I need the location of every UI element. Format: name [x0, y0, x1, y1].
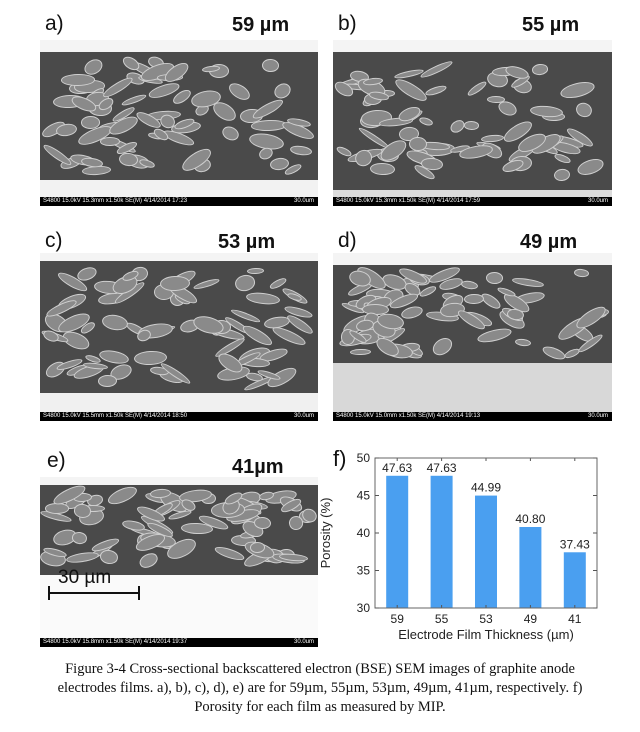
- sem-info-bar: S4800 15.0kV 15.8mm x1.50k SE(M) 4/14/20…: [40, 638, 318, 647]
- panel-label: e): [47, 449, 66, 472]
- sem-info-bar: S4800 15.0kV 15.0mm x1.50k SE(M) 4/14/20…: [333, 412, 612, 421]
- y-tick-label: 30: [357, 601, 371, 615]
- sem-scale-text: 30.0um: [293, 413, 314, 419]
- scale-bar: [48, 586, 140, 600]
- sem-image: S4800 15.0kV 15.0mm x1.50k SE(M) 4/14/20…: [333, 253, 612, 421]
- sem-scale-text: 30.0um: [293, 639, 314, 645]
- sem-scale-text: 30.0um: [587, 198, 608, 204]
- sem-info-text: S4800 15.0kV 15.0mm x1.50k SE(M) 4/14/20…: [336, 413, 481, 419]
- sem-info-text: S4800 15.0kV 15.8mm x1.50k SE(M) 4/14/20…: [43, 639, 188, 645]
- thickness-label: 53 µm: [218, 231, 276, 253]
- x-tick-label: 41: [568, 612, 582, 626]
- sem-info-bar: S4800 15.0kV 15.5mm x1.50k SE(M) 4/14/20…: [40, 412, 318, 421]
- caption-line: Porosity for each film as measured by MI…: [194, 699, 446, 715]
- scale-bar-label: 30 µm: [58, 567, 112, 588]
- sem-scale-text: 30.0um: [293, 198, 314, 204]
- thickness-label: 59 µm: [232, 14, 290, 36]
- figure-caption: Figure 3-4 Cross-sectional backscattered…: [20, 660, 620, 717]
- x-axis-label: Electrode Film Thickness (µm): [398, 627, 574, 642]
- data-label: 47.63: [382, 461, 412, 475]
- bar: [475, 495, 497, 608]
- panel-label: a): [45, 12, 64, 35]
- sem-info-text: S4800 15.0kV 15.5mm x1.50k SE(M) 4/14/20…: [43, 413, 188, 419]
- panel-label-f: f): [333, 446, 347, 471]
- data-label: 40.80: [515, 512, 545, 526]
- sem-image: S4800 15.0kV 15.5mm x1.50k SE(M) 4/14/20…: [40, 253, 318, 421]
- data-label: 47.63: [427, 461, 457, 475]
- bar: [430, 475, 453, 608]
- panel-label: b): [338, 12, 357, 35]
- sem-scale-text: 30.0um: [587, 413, 608, 419]
- y-axis-label: Porosity (%): [318, 498, 333, 569]
- thickness-label: 41µm: [232, 456, 284, 478]
- sem-info-bar: S4800 15.0kV 15.3mm x1.50k SE(M) 4/14/20…: [40, 197, 318, 206]
- data-label: 44.99: [471, 481, 501, 495]
- y-tick-label: 40: [357, 526, 371, 540]
- x-tick-label: 59: [391, 612, 405, 626]
- caption-line: electrodes films. a), b), c), d), e) are…: [57, 680, 583, 696]
- x-tick-label: 55: [435, 612, 449, 626]
- data-label: 37.43: [560, 537, 590, 551]
- y-tick-label: 35: [357, 564, 371, 578]
- sem-info-text: S4800 15.0kV 15.3mm x1.50k SE(M) 4/14/20…: [336, 198, 481, 204]
- thickness-label: 49 µm: [520, 231, 578, 253]
- panel-label: c): [45, 229, 63, 252]
- porosity-bar-chart: 47.63 59 47.63 55 44.99 53 40.80 49 37.43 41 30 35 4…: [318, 451, 598, 642]
- sem-image: S4800 15.0kV 15.8mm x1.50k SE(M) 4/14/20…: [40, 477, 318, 647]
- graphite-particle: [60, 73, 95, 86]
- bar: [386, 475, 409, 608]
- caption-line: Figure 3-4 Cross-sectional backscattered…: [65, 661, 575, 677]
- panel-label: d): [338, 229, 357, 252]
- bar: [519, 527, 542, 608]
- x-tick-label: 53: [479, 612, 493, 626]
- y-tick-label: 50: [357, 451, 371, 465]
- thickness-label: 55 µm: [522, 14, 580, 36]
- graphite-particle: [463, 120, 480, 130]
- sem-image: S4800 15.0kV 15.3mm x1.50k SE(M) 4/14/20…: [40, 40, 318, 206]
- sem-info-text: S4800 15.0kV 15.3mm x1.50k SE(M) 4/14/20…: [43, 198, 188, 204]
- sem-image: S4800 15.0kV 15.3mm x1.50k SE(M) 4/14/20…: [333, 40, 612, 206]
- x-tick-label: 49: [524, 612, 538, 626]
- sem-info-bar: S4800 15.0kV 15.3mm x1.50k SE(M) 4/14/20…: [333, 197, 612, 206]
- bar: [563, 552, 586, 608]
- y-tick-label: 45: [357, 489, 371, 503]
